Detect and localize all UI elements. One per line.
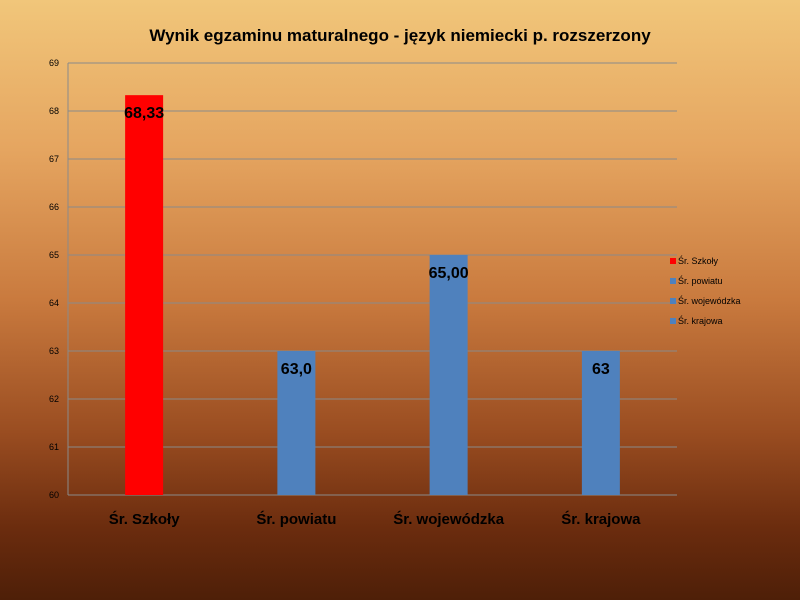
legend-swatch xyxy=(670,258,676,264)
y-tick-label: 60 xyxy=(49,490,59,500)
legend-swatch xyxy=(670,318,676,324)
y-tick-label: 62 xyxy=(49,394,59,404)
data-label: 63,0 xyxy=(281,361,312,378)
bar xyxy=(277,351,316,495)
x-tick-label: Śr. Szkoły xyxy=(109,510,181,528)
y-tick-label: 61 xyxy=(49,442,59,452)
y-tick-label: 63 xyxy=(49,346,59,356)
y-tick-label: 66 xyxy=(49,202,59,212)
data-label: 63 xyxy=(592,361,610,378)
x-tick-label: Śr. krajowa xyxy=(561,510,641,528)
y-tick-label: 64 xyxy=(49,298,59,308)
legend-label: Śr. Szkoły xyxy=(678,255,719,266)
bar xyxy=(125,95,164,495)
bar xyxy=(429,255,468,495)
x-tick-label: Śr. wojewódzka xyxy=(393,510,505,528)
bar xyxy=(581,351,620,495)
legend-label: Śr. powiatu xyxy=(678,275,723,286)
x-tick-label: Śr. powiatu xyxy=(256,510,336,528)
y-tick-label: 65 xyxy=(49,250,59,260)
data-label: 65,00 xyxy=(429,265,469,282)
legend-label: Śr. krajowa xyxy=(678,315,723,326)
y-tick-label: 67 xyxy=(49,154,59,164)
legend-label: Śr. wojewódzka xyxy=(678,295,741,306)
legend-swatch xyxy=(670,278,676,284)
data-label: 68,33 xyxy=(124,105,164,122)
y-tick-label: 68 xyxy=(49,106,59,116)
y-tick-label: 69 xyxy=(49,58,59,68)
chart-title: Wynik egzaminu maturalnego - język niemi… xyxy=(149,26,651,45)
legend-swatch xyxy=(670,298,676,304)
